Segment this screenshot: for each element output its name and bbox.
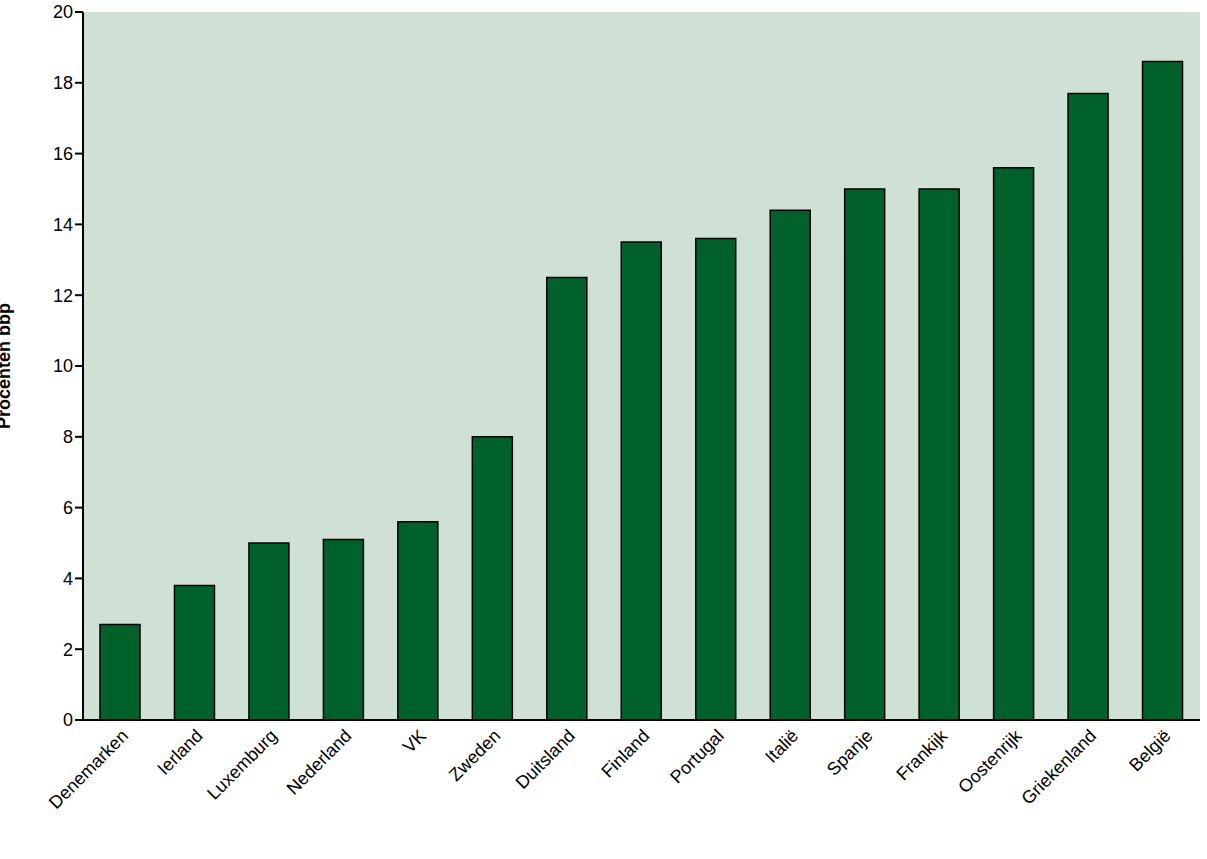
svg-text:Finland: Finland <box>597 726 653 782</box>
svg-text:Portugal: Portugal <box>666 726 728 788</box>
svg-text:Denemarken: Denemarken <box>45 726 132 813</box>
svg-text:4: 4 <box>63 569 73 589</box>
svg-text:Frankijk: Frankijk <box>893 725 952 784</box>
svg-text:Luxemburg: Luxemburg <box>203 726 281 804</box>
svg-text:20: 20 <box>53 2 73 22</box>
svg-text:6: 6 <box>63 498 73 518</box>
svg-text:België: België <box>1125 726 1175 776</box>
svg-text:14: 14 <box>53 215 73 235</box>
svg-text:10: 10 <box>53 356 73 376</box>
svg-text:VK: VK <box>399 726 430 757</box>
svg-text:Italië: Italië <box>761 726 802 767</box>
svg-text:8: 8 <box>63 427 73 447</box>
svg-text:Spanje: Spanje <box>823 726 877 780</box>
svg-text:16: 16 <box>53 144 73 164</box>
svg-text:Ierland: Ierland <box>153 726 206 779</box>
svg-text:Duitsland: Duitsland <box>512 726 579 793</box>
svg-text:12: 12 <box>53 286 73 306</box>
svg-text:Procenten bbp: Procenten bbp <box>0 303 14 429</box>
svg-text:Oostenrijk: Oostenrijk <box>954 725 1026 797</box>
svg-text:18: 18 <box>53 73 73 93</box>
svg-text:Nederland: Nederland <box>283 726 356 799</box>
svg-text:0: 0 <box>63 710 73 730</box>
svg-text:Griekenland: Griekenland <box>1017 726 1100 809</box>
svg-text:2: 2 <box>63 640 73 660</box>
svg-text:Zweden: Zweden <box>445 726 504 785</box>
